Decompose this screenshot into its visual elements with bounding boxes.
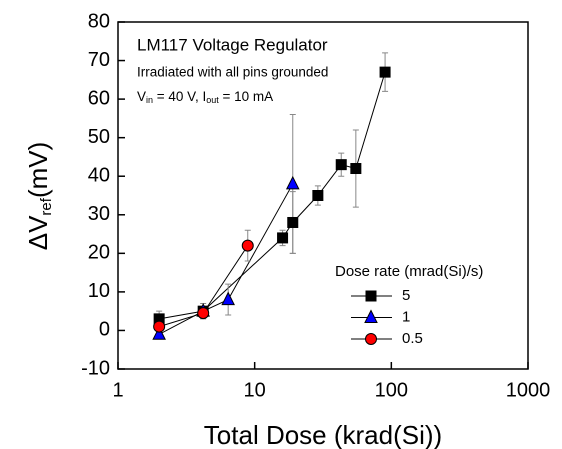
x-tick-label: 100 — [375, 379, 408, 401]
y-tick-label: 60 — [88, 87, 110, 109]
marker — [285, 175, 300, 190]
x-tick-label: 1000 — [506, 379, 551, 401]
y-tick-label: -10 — [81, 357, 110, 379]
y-tick-label: 70 — [88, 49, 110, 71]
y-tick-label: 10 — [88, 280, 110, 302]
marker — [287, 216, 299, 228]
marker — [350, 163, 362, 175]
marker — [241, 239, 254, 252]
legend-marker — [364, 309, 378, 323]
legend-label: 1 — [402, 308, 410, 325]
marker — [312, 190, 324, 201]
y-tick-label: 50 — [88, 126, 110, 148]
plot-frame — [117, 21, 529, 370]
y-tick-label: 40 — [88, 165, 110, 187]
series-line — [158, 183, 294, 335]
y-tick-label: 30 — [88, 203, 110, 225]
marker — [153, 320, 166, 333]
x-tick-label: 10 — [244, 379, 266, 401]
legend-label: 0.5 — [402, 330, 423, 347]
marker — [221, 291, 235, 306]
y-tick-label: 20 — [88, 242, 110, 264]
series-line — [159, 71, 386, 320]
marker — [277, 232, 289, 244]
y-tick-label: 0 — [99, 319, 110, 341]
annotation-formula: Vin = 40 V, Iout = 10 mA — [137, 89, 273, 106]
legend-marker — [365, 333, 377, 345]
legend-label: 5 — [402, 287, 410, 304]
marker — [379, 66, 391, 78]
y-axis-label: ΔVref(mV) — [23, 142, 55, 251]
legend-title: Dose rate (mrad(Si)/s) — [335, 263, 483, 280]
marker — [335, 159, 347, 171]
marker — [197, 307, 210, 320]
x-tick-label: 1 — [112, 379, 123, 401]
marker — [152, 326, 166, 340]
annotation: LM117 Voltage Regulator — [137, 35, 328, 54]
legend-marker — [365, 290, 377, 302]
annotation: Irradiated with all pins grounded — [137, 65, 328, 80]
y-tick-label: 80 — [88, 10, 110, 32]
x-axis-label: Total Dose (krad(Si)) — [204, 420, 442, 449]
